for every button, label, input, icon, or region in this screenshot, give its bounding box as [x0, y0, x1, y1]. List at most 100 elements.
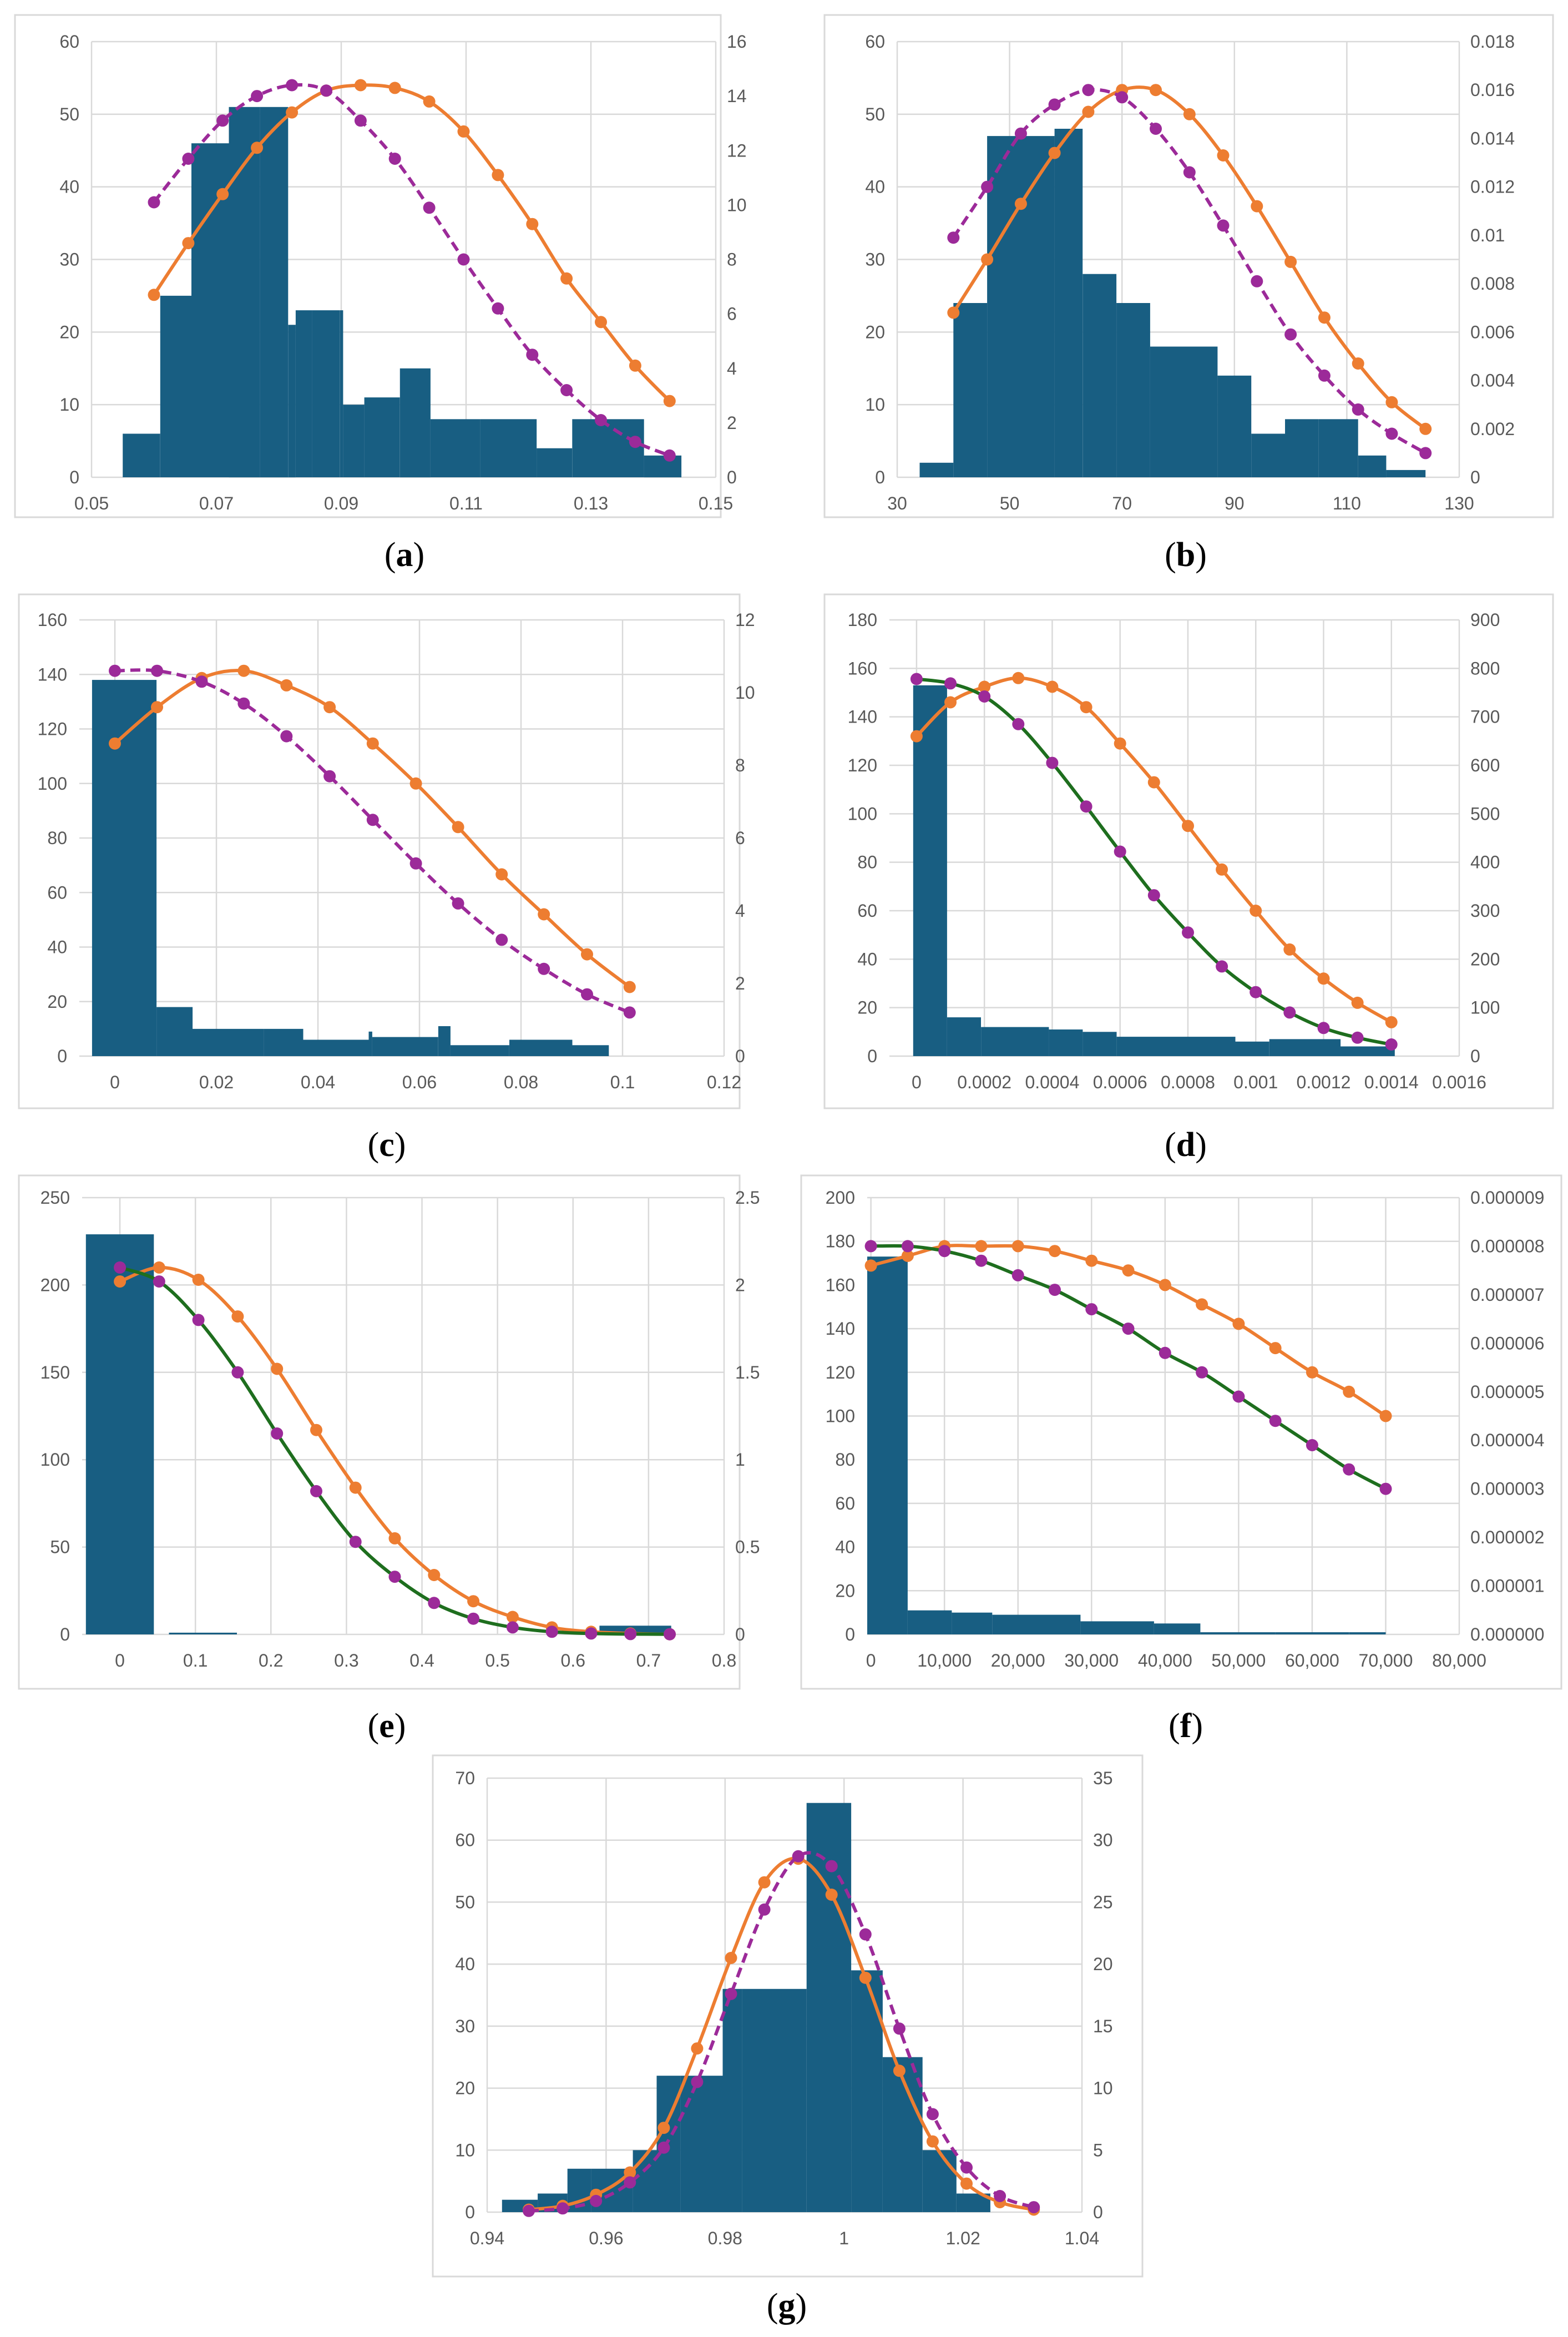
histogram-bar: [1116, 303, 1150, 477]
panel-caption: (a): [385, 536, 424, 574]
histogram-bar: [947, 1017, 981, 1056]
y-left-tick-label: 80: [857, 852, 877, 872]
series-line-fit-dashed: [528, 1851, 1035, 2213]
y-left-tick-label: 140: [848, 707, 877, 727]
y-right-tick-label: 2: [735, 973, 745, 993]
y-left-tick-label: 160: [848, 658, 877, 678]
y-right-tick-label: 0.008: [1470, 274, 1515, 294]
histogram-bar: [92, 680, 157, 1056]
x-tick-label: 0.06: [402, 1072, 437, 1092]
y-right-tick-label: 0.000001: [1470, 1576, 1544, 1596]
series-point: [623, 1006, 636, 1019]
y-right-tick-label: 30: [1093, 1830, 1113, 1850]
y-right-tick-label: 1.5: [735, 1362, 760, 1382]
histogram-bar: [1349, 1632, 1386, 1634]
x-tick-label: 0.0004: [1025, 1072, 1079, 1092]
series-point: [629, 436, 641, 448]
series-point: [623, 981, 636, 993]
series-point: [926, 2108, 939, 2121]
series-point: [182, 237, 195, 250]
x-tick-label: 0.02: [199, 1072, 234, 1092]
series-point: [792, 1850, 805, 1862]
y-right-tick-label: 800: [1470, 658, 1500, 678]
y-right-tick-label: 8: [735, 755, 745, 775]
series-point: [1012, 672, 1025, 684]
series-point: [1114, 737, 1126, 750]
caption-paren-close: ): [394, 1126, 406, 1164]
series-point: [1216, 863, 1228, 876]
series-point: [624, 1628, 637, 1641]
series-point: [151, 701, 163, 714]
panel-caption: (e): [368, 1707, 406, 1745]
panel-caption: (b): [1165, 536, 1207, 574]
y-left-tick-label: 150: [41, 1362, 70, 1382]
y-right-tick-label: 0.000007: [1470, 1285, 1544, 1305]
series-point: [506, 1611, 519, 1623]
x-tick-label: 0.2: [259, 1650, 283, 1670]
y-left-tick-label: 0: [69, 467, 79, 487]
series-point: [467, 1595, 480, 1608]
series-point: [1318, 311, 1331, 324]
caption-paren-open: (: [1169, 1707, 1180, 1745]
series-point: [691, 2042, 704, 2055]
y-right-tick-label: 2.5: [735, 1188, 760, 1208]
series-point: [428, 1597, 441, 1609]
series-point: [216, 188, 229, 200]
chart-panel-f: 0 20 40 60 80 100 120 140 160 180 200 0.000000 0.000…: [800, 1174, 1562, 1745]
histogram-bar: [480, 419, 537, 477]
series-point: [1196, 1298, 1208, 1311]
y-right-tick-label: 0.000006: [1470, 1333, 1544, 1353]
series-point: [1306, 1366, 1318, 1379]
y-right-tick-label: 10: [735, 683, 755, 703]
series-point: [1343, 1385, 1355, 1398]
series-point: [388, 153, 401, 165]
series-point: [216, 114, 229, 127]
y-right-tick-label: 0: [735, 1046, 745, 1066]
x-tick-label: 60,000: [1285, 1650, 1339, 1670]
x-tick-label: 0: [110, 1072, 120, 1092]
y-right-tick-label: 0: [1470, 467, 1480, 487]
series-point: [624, 2166, 636, 2179]
caption-letter: a: [396, 536, 413, 574]
series-point: [1011, 1240, 1024, 1253]
y-right-tick-label: 20: [1093, 1954, 1113, 1974]
histogram-bar: [952, 1612, 993, 1634]
chart-panel-g: 0 10 20 30 40 50 60 70 0 5 10 15 20 25 30 35 0.94 0.96 0.9…: [432, 1754, 1144, 2325]
y-left-tick-label: 30: [865, 250, 885, 270]
series-point: [859, 1928, 872, 1941]
series-point: [978, 690, 991, 703]
series-point: [859, 1971, 872, 1984]
histogram-bar: [160, 295, 192, 477]
series-point: [1283, 1006, 1296, 1019]
x-tick-label: 110: [1333, 493, 1361, 513]
series-point: [114, 1261, 127, 1274]
histogram-bar: [1080, 1621, 1154, 1634]
y-right-tick-label: 200: [1470, 949, 1500, 969]
histogram-bar: [572, 419, 644, 477]
y-left-tick-label: 50: [50, 1537, 70, 1557]
histogram-bar: [264, 1028, 304, 1056]
histogram-bar: [1054, 129, 1083, 477]
series-point: [1283, 943, 1296, 956]
x-tick-label: 90: [1225, 493, 1245, 513]
series-point: [495, 933, 508, 946]
y-left-tick-label: 50: [59, 104, 79, 124]
y-right-tick-label: 8: [727, 250, 737, 270]
x-tick-label: 0.6: [561, 1650, 585, 1670]
histogram-bar: [430, 419, 480, 477]
series-point: [1385, 1016, 1398, 1028]
series-point: [1116, 91, 1129, 104]
x-tick-label: 0: [912, 1072, 922, 1092]
histogram-bar: [123, 433, 160, 477]
histogram-bar: [1386, 470, 1426, 477]
y-right-tick-label: 0: [735, 1624, 745, 1644]
y-left-tick-label: 40: [455, 1954, 475, 1974]
y-right-tick-label: 600: [1470, 755, 1500, 775]
y-left-tick-label: 250: [41, 1188, 70, 1208]
y-right-tick-label: 4: [735, 901, 745, 921]
histogram-bar: [372, 1037, 438, 1056]
x-tick-label: 0.15: [699, 493, 733, 513]
series-point: [581, 948, 593, 961]
x-tick-label: 10,000: [917, 1650, 972, 1670]
